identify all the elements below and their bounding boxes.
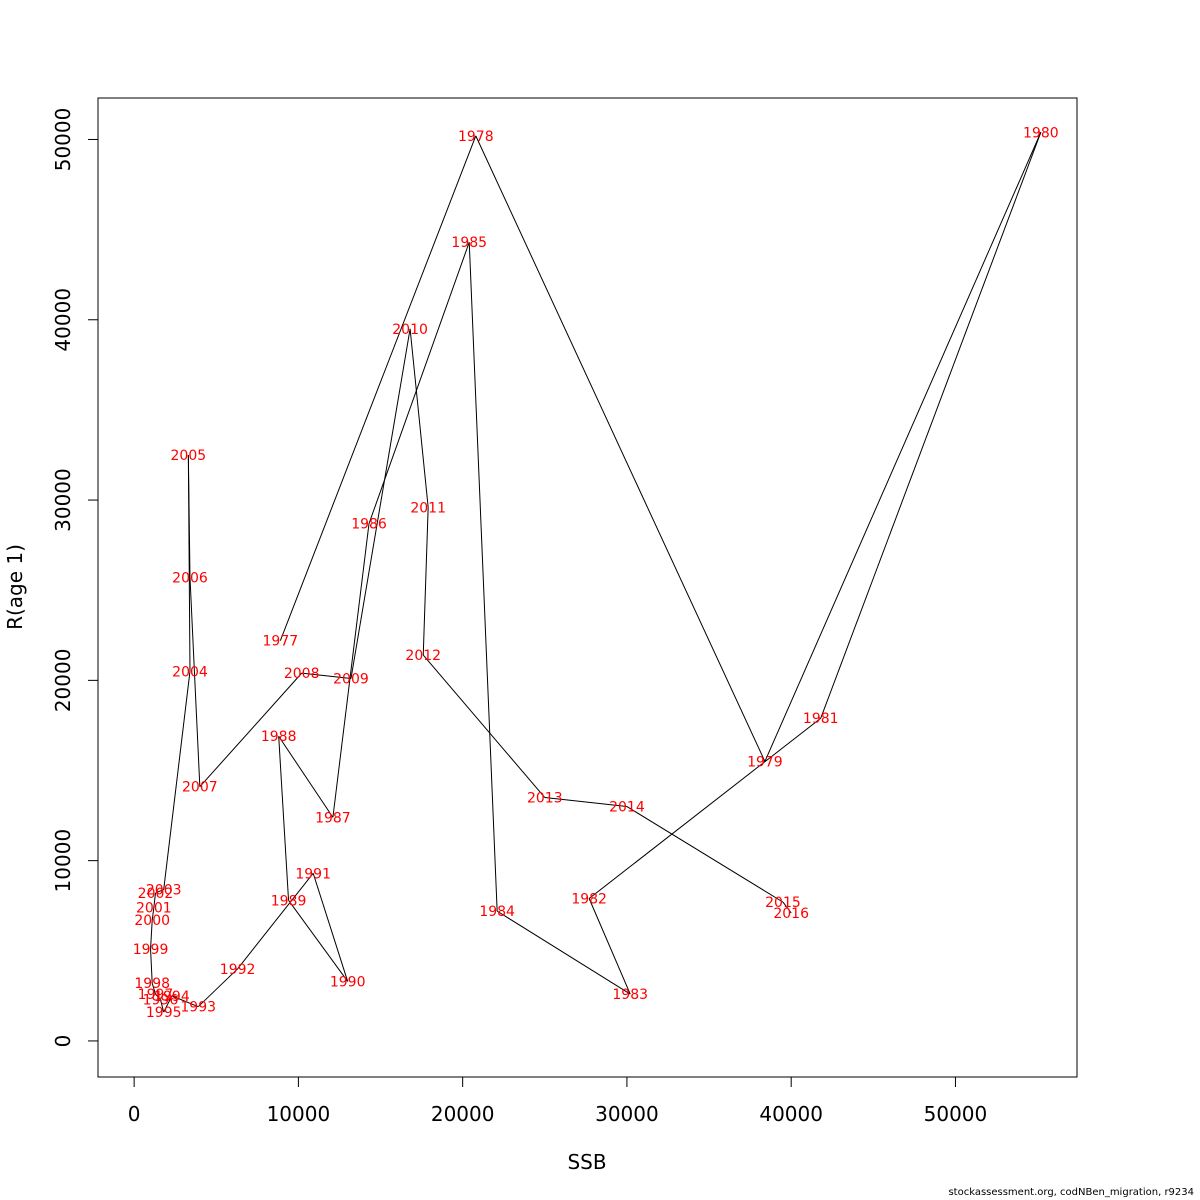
point-label: 1982 (571, 892, 607, 908)
point-label: 2000 (134, 913, 170, 929)
x-axis-title: SSB (567, 1150, 606, 1174)
point-label: 2006 (172, 571, 208, 587)
x-tick-label: 40000 (759, 1102, 823, 1126)
point-label: 1992 (220, 962, 256, 978)
point-label: 1984 (479, 904, 515, 920)
series-segment (588, 898, 631, 995)
point-label: 1986 (351, 516, 387, 532)
series-segment (163, 995, 173, 1013)
x-tick-label: 50000 (924, 1102, 988, 1126)
series-segment (764, 132, 1042, 762)
series-segment (189, 577, 201, 787)
point-label: 1983 (612, 987, 648, 1003)
point-label: 2005 (171, 448, 207, 464)
point-label: 2003 (146, 882, 182, 898)
point-label: 1996 (143, 992, 179, 1008)
point-label: 1989 (271, 893, 307, 909)
series-segment (151, 983, 156, 995)
point-label: 1980 (1023, 125, 1059, 141)
series-segment (197, 968, 238, 1008)
point-label: 1994 (154, 989, 190, 1005)
point-label: 1999 (133, 942, 169, 958)
series-segment (155, 889, 164, 894)
series-path (150, 132, 1042, 1013)
point-label: 2013 (527, 791, 563, 807)
y-axis: 0 10000 20000 30000 40000 50000 (51, 108, 99, 1048)
point-label: 1981 (803, 711, 839, 727)
series-segment (782, 901, 792, 914)
series-segment (171, 995, 199, 1008)
point-label: 2009 (333, 672, 369, 688)
series-segment (288, 900, 349, 982)
series-segment (278, 735, 334, 818)
point-label: 1990 (330, 974, 366, 990)
series-segment (820, 132, 1042, 719)
point-label: 1977 (263, 634, 299, 650)
point-label: 1988 (261, 729, 297, 745)
series-segment (422, 654, 546, 798)
point-label: 1985 (451, 235, 487, 251)
point-label: 1998 (134, 976, 170, 992)
point-label: 2016 (773, 906, 809, 922)
series-segment (544, 797, 627, 808)
point-labels: 1977 1978 1979 1980 1981 1982 1983 1984 1985 1986… (133, 125, 1059, 1021)
series-segment (279, 135, 477, 641)
series-segment (187, 454, 191, 578)
point-label: 1978 (458, 129, 494, 145)
x-tick-label: 10000 (267, 1102, 331, 1126)
point-label: 2004 (172, 664, 208, 680)
series-segment (475, 135, 766, 762)
point-label: 1997 (138, 987, 174, 1003)
series-segment (159, 999, 165, 1013)
series-segment (150, 920, 153, 950)
series-segment (163, 671, 191, 890)
point-label: 1993 (180, 1000, 216, 1016)
series-segment (350, 328, 411, 679)
series-segment (150, 948, 153, 984)
point-label: 2015 (765, 895, 801, 911)
series-segment (368, 242, 470, 524)
point-label: 2012 (405, 648, 441, 664)
y-tick-label: 0 (51, 1035, 75, 1048)
point-label: 1987 (315, 810, 351, 826)
series-segment (312, 873, 349, 982)
x-tick-label: 30000 (595, 1102, 659, 1126)
series-segment (468, 242, 498, 912)
series-segment (278, 736, 290, 901)
point-label: 2010 (392, 322, 428, 338)
point-label: 2008 (284, 666, 320, 682)
y-tick-label: 50000 (51, 108, 75, 172)
y-tick-label: 30000 (51, 468, 75, 532)
series-segment (496, 910, 631, 995)
y-tick-label: 10000 (51, 829, 75, 893)
series-segment (199, 672, 303, 788)
point-label: 1979 (747, 754, 783, 770)
point-label: 2001 (136, 901, 172, 917)
footer-caption: stockassessment.org, codNBen_migration, … (948, 1187, 1194, 1198)
series-segment (301, 672, 352, 680)
point-label: 2011 (410, 500, 446, 516)
series-segment (332, 523, 370, 818)
series-segment (155, 993, 161, 1000)
series-segment (409, 328, 429, 508)
series-segment (626, 806, 784, 903)
x-axis: 0 10000 20000 30000 40000 50000 (128, 1076, 988, 1126)
series-segment (153, 893, 156, 908)
series-segment (237, 872, 314, 970)
point-label: 2002 (138, 886, 174, 902)
series-segment (422, 507, 429, 656)
series-segment (588, 717, 822, 899)
x-tick-label: 20000 (431, 1102, 495, 1126)
point-label: 2014 (609, 800, 645, 816)
point-label: 1995 (146, 1005, 182, 1021)
series-segment (151, 907, 155, 921)
point-label: 2007 (182, 780, 218, 796)
y-tick-label: 40000 (51, 288, 75, 352)
point-label: 1991 (295, 866, 331, 882)
plot-box (97, 97, 1078, 1078)
y-tick-label: 20000 (51, 649, 75, 713)
y-axis-title: R(age 1) (3, 544, 27, 630)
x-tick-label: 0 (128, 1102, 141, 1126)
